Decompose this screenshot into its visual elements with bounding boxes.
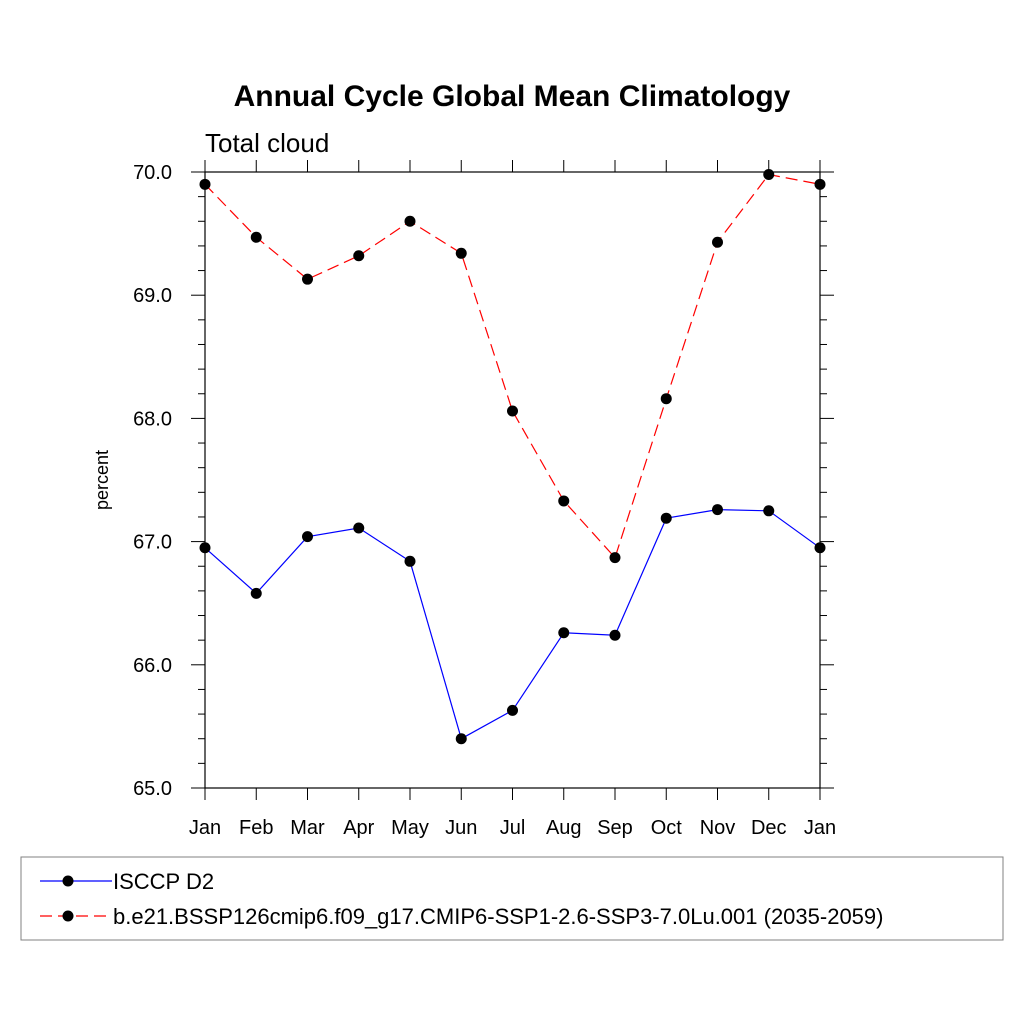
x-tick-label: Oct	[651, 817, 683, 839]
series-line-1	[204, 508, 821, 740]
data-point	[814, 178, 826, 190]
data-point	[712, 236, 723, 248]
chart-subtitle: Total cloud	[205, 128, 329, 158]
data-point	[199, 178, 211, 190]
data-point	[660, 512, 672, 524]
x-tick-label: Mar	[290, 817, 325, 839]
data-point	[250, 231, 262, 243]
data-point	[763, 168, 775, 180]
data-point	[455, 247, 467, 259]
data-point	[455, 733, 467, 745]
data-point	[763, 505, 775, 517]
x-tick-labels: Jan Feb Mar Apr May Jun Jul Aug Sep Oct Nov Dec Jan	[189, 817, 836, 839]
legend: ISCCP D2 b.e21.BSSP126cmip6.f09_g17.CMIP6…	[20, 856, 1004, 941]
data-point	[353, 250, 365, 262]
y-tick-label: 66.0	[133, 655, 172, 677]
y-tick-label: 68.0	[133, 408, 172, 430]
data-point	[558, 627, 570, 639]
x-tick-label: Apr	[343, 817, 374, 839]
data-point	[814, 542, 826, 554]
legend-marker	[62, 910, 74, 922]
data-point	[660, 393, 672, 405]
x-tick-label: Nov	[700, 817, 736, 839]
y-tick-label: 65.0	[133, 778, 172, 800]
plot-frame	[204, 171, 821, 789]
x-tick-label: Jul	[500, 817, 526, 839]
x-tick-label: Aug	[546, 817, 582, 839]
data-point	[250, 587, 262, 599]
data-point	[558, 495, 570, 507]
y-tick-labels: 65.0 66.0 67.0 68.0 69.0 70.0	[133, 162, 172, 800]
data-point	[609, 629, 621, 641]
data-point	[404, 215, 416, 227]
data-point	[609, 552, 621, 564]
x-tick-label: Feb	[239, 817, 273, 839]
x-tick-label: Dec	[751, 817, 787, 839]
data-point	[353, 522, 365, 534]
data-point	[404, 555, 416, 567]
x-tick-label: Jan	[804, 817, 836, 839]
data-point	[507, 704, 518, 716]
y-tick-label: 67.0	[133, 532, 172, 554]
legend-label-2: b.e21.BSSP126cmip6.f09_g17.CMIP6-SSP1-2.…	[113, 904, 883, 929]
series-markers	[199, 168, 826, 745]
y-tick-label: 70.0	[133, 162, 172, 184]
legend-marker	[62, 875, 74, 887]
series-line-2	[204, 173, 821, 559]
data-point	[302, 531, 313, 543]
data-point	[199, 542, 211, 554]
x-tick-label: Jun	[445, 817, 477, 839]
axis-ticks	[191, 160, 834, 800]
x-tick-label: May	[391, 817, 429, 839]
x-tick-label: Sep	[597, 817, 633, 839]
y-axis-label: percent	[92, 450, 112, 510]
data-point	[507, 405, 518, 417]
chart-title: Annual Cycle Global Mean Climatology	[234, 80, 791, 113]
data-point	[302, 273, 313, 285]
series-lines	[204, 173, 821, 740]
legend-label-1: ISCCP D2	[113, 869, 214, 894]
data-point	[712, 504, 723, 516]
x-tick-label: Jan	[189, 817, 221, 839]
y-tick-label: 69.0	[133, 285, 172, 307]
legend-items: ISCCP D2 b.e21.BSSP126cmip6.f09_g17.CMIP6…	[40, 869, 883, 929]
legend-box	[20, 856, 1004, 941]
